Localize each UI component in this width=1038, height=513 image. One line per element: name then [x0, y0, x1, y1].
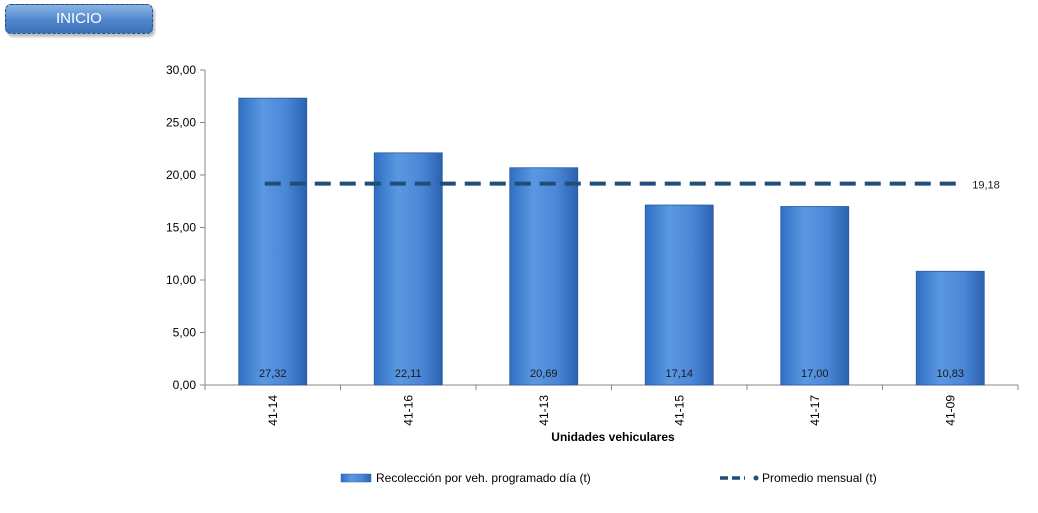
- bar-data-label: 20,69: [530, 368, 558, 380]
- chart-axes: 0,00 5,00 10,00 15,00 20,00 25,00 30,00: [166, 63, 1019, 392]
- bar-41-13: [509, 167, 579, 386]
- x-tick-label: 41-15: [672, 395, 686, 426]
- bar-data-label: 17,14: [665, 368, 693, 380]
- bar-data-label: 22,11: [395, 368, 422, 380]
- legend-swatch-marker: [753, 475, 759, 481]
- y-tick-label: 30,00: [166, 63, 196, 77]
- legend-swatch-bars: [340, 473, 372, 483]
- bar-series: 27,32 41-14 22,11 41-16 20,69 41-13 17,14 41-15…: [238, 97, 985, 426]
- bar-41-16: [373, 152, 443, 386]
- bar-data-label: 10,83: [936, 368, 964, 380]
- y-tick-label: 5,00: [173, 326, 197, 340]
- bar-41-14: [238, 97, 308, 386]
- inicio-button[interactable]: INICIO: [5, 4, 153, 34]
- y-tick-label: 0,00: [173, 378, 197, 392]
- x-axis-title: Unidades vehiculares: [551, 430, 675, 444]
- bar-41-09: [915, 270, 985, 386]
- x-tick-label: 41-13: [537, 395, 551, 426]
- y-tick-label: 15,00: [166, 221, 196, 235]
- y-tick-label: 25,00: [166, 116, 196, 130]
- y-tick-label: 10,00: [166, 273, 196, 287]
- y-tick-label: 20,00: [166, 168, 196, 182]
- legend-label-bars: Recolección por veh. programado día (t): [376, 471, 591, 485]
- x-tick-label: 41-09: [943, 395, 957, 426]
- bar-41-17: [780, 206, 850, 386]
- bar-data-label: 27,32: [259, 368, 287, 380]
- x-tick-label: 41-17: [808, 395, 822, 426]
- average-line-label: 19,18: [972, 180, 1000, 192]
- bar-data-label: 17,00: [801, 368, 829, 380]
- x-tick-label: 41-14: [266, 395, 280, 426]
- x-tick-label: 41-16: [401, 395, 415, 426]
- legend-label-line: Promedio mensual (t): [762, 471, 877, 485]
- legend: Recolección por veh. programado día (t) …: [340, 471, 877, 485]
- average-line-series: 19,18: [264, 180, 1000, 192]
- bar-41-15: [644, 204, 714, 386]
